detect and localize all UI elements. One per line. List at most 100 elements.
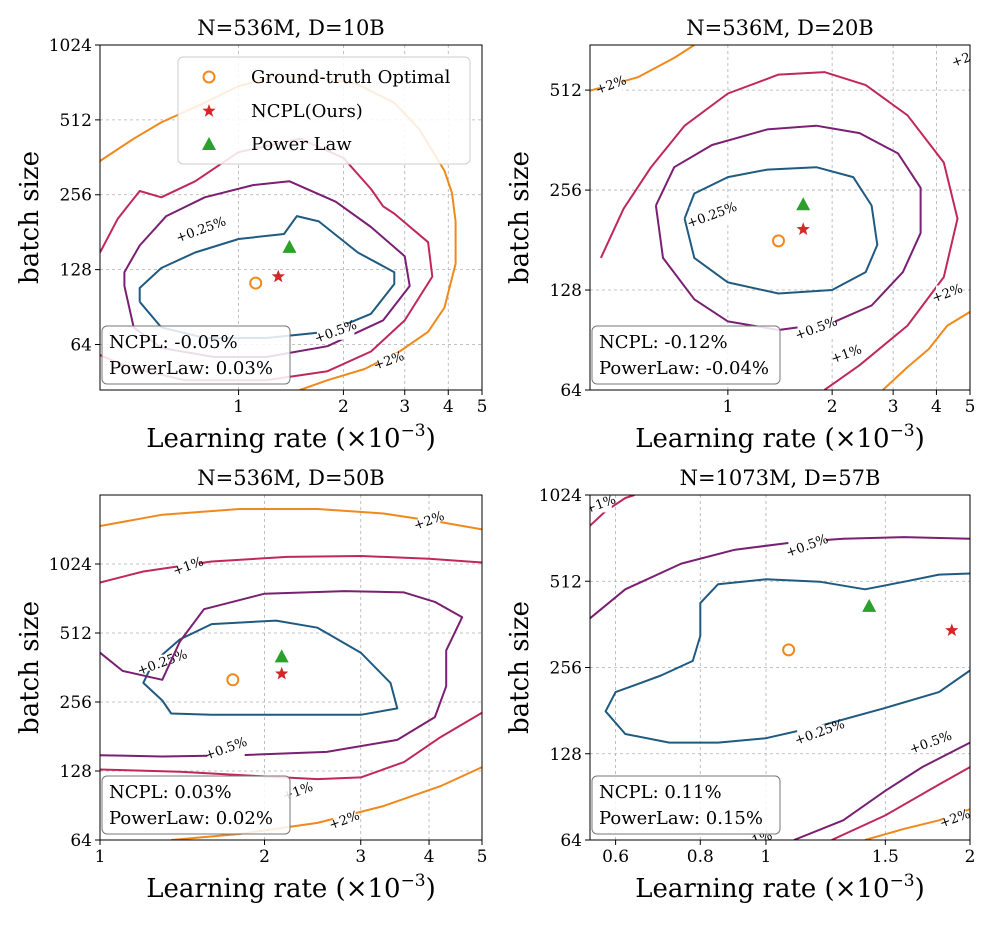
panel-4-xtick-label: 2 [965,847,976,867]
panel-2-contour-2-label-c: +2% [950,46,985,71]
panel-2-xtick-label: 3 [888,397,899,417]
panel-4-xlabel-main: Learning rate (×10 [635,874,889,904]
panel-3-ytick-label: 1024 [49,555,92,575]
panel-4-ytick-label: 64 [560,831,582,851]
panel-1-xlabel: Learning rate (×10−3) [146,421,436,454]
panel-3-ground-truth-marker [226,673,240,687]
panel-3-ytick-label: 64 [70,831,92,851]
panel-2-ytick-label: 512 [550,81,582,101]
panel-1-xtick-label: 1 [233,397,244,417]
panel-2-contour-2-b [882,311,970,390]
panel-1-contour-025-label: +0.25% [174,214,228,246]
panel-2-ylabel: batch size [505,151,535,284]
panel-2-contour-025-label: +0.25% [685,200,739,232]
panel-4-contour-025-label: +0.25% [793,717,847,749]
panel-4-powerlaw-marker [862,598,877,612]
panel-2-contour-2-label-b: +2% [594,73,629,98]
panel-1-title: N=536M, D=10B [197,16,385,40]
panel-2-contour-025-label-bg [689,207,735,224]
panel-4-contour-1-label-bg [590,496,612,513]
panel-1-ytick-label: 256 [60,186,92,206]
panel-3-contour-025-label-bg [139,654,185,671]
panel-1-xlabel-main: Learning rate (×10 [146,424,400,454]
panel-2-stats-powerlaw: PowerLaw: -0.04% [599,358,769,379]
panel-2-contour-05-label: +0.5% [793,314,839,343]
panel-2-xlabel-tail: ) [915,424,925,454]
panel-2-xtick-label: 5 [965,397,976,417]
panel-3-contour-1-label-bg [176,558,200,575]
panel-3-contour-2-label-bg [417,512,441,529]
panel-4-contour-025-label-bg [797,724,843,741]
panel-3-xtick-label: 2 [259,847,270,867]
panel-4-ytick-label: 128 [550,745,582,765]
panel-1-xtick-label: 4 [443,397,454,417]
panel-1-ncpl-marker [271,269,285,283]
panel-4-ncpl-marker [945,623,959,636]
panel-1: +0.25%+0.5%+2%1 2 3 4 5641282565121024N=536M… [15,16,487,454]
panel-4-xlabel-exp: −3 [890,871,915,891]
panel-3-contour-2-label-b-bg [333,812,356,829]
panel-3-ytick-label: 256 [60,693,92,713]
panel-2: +0.25% +0.5%+1% +2% +2% +2% 1 2 3 4 5 64 128 256 512 N… [505,16,985,454]
panel-4-ylabel: batch size [505,601,535,734]
panel-4-contour-1 [590,495,635,527]
panel-2-ground-truth-marker [771,234,785,248]
panel-1-ytick-label: 128 [60,261,92,281]
panel-3-contour-1 [100,555,482,584]
panel-4-ytick-label: 1024 [539,486,582,506]
panel-2-stats-box [591,325,781,385]
panel-1-xlabel-tail: ) [426,424,436,454]
panel-3-contour-05-label: +0.5% [203,735,249,764]
panel-4-contour-1-b [831,766,970,840]
panel-3-contour-05 [100,590,464,758]
panel-3-contour-2-label-b: +2% [327,808,362,833]
panel-4-contour-1-label: +1% [583,492,618,517]
panel-3-contour-2-label: +2% [412,509,447,534]
panel-4-contour-2-label: +2% [938,807,973,832]
panel-3-stats-powerlaw: PowerLaw: 0.02% [109,808,273,829]
panel-4-xlabel-tail: ) [915,874,925,904]
panel-3-xlabel-main: Learning rate (×10 [146,874,400,904]
panel-1-stats-powerlaw: PowerLaw: 0.03% [109,358,273,379]
panel-3-ytick-label: 512 [60,624,92,644]
panel-2-title: N=536M, D=20B [686,16,874,40]
panel-1-stats-ncpl: NCPL: -0.05% [109,332,238,353]
panel-1-ytick-label: 512 [60,111,92,131]
panel-1-xtick-label: 3 [399,397,410,417]
panel-4-contour-05 [590,536,970,620]
panel-2-contour-2-label-c-bg [955,49,970,66]
panel-3-contour-025-label: +0.25% [135,647,189,679]
panel-1-contour-025-label-bg [178,221,224,238]
panel-3-powerlaw-marker [274,649,289,663]
panel-2-contour-05-label-bg [797,320,836,337]
panel-1-xtick-label: 5 [477,397,488,417]
panel-2-contour-025 [683,166,879,295]
panel-3-xlabel-tail: ) [426,874,436,904]
panel-3-frame [99,494,483,841]
panel-4: +0.25%+0.5%+0.5%+1%+1%+2%0.6 0.8 1 1.5 26412… [505,466,975,904]
panel-4-ytick-label: 256 [550,659,582,679]
panel-1-ytick-label: 64 [70,335,92,355]
panel-4-stats-box [591,775,781,835]
panel-2-xlabel-exp: −3 [890,421,915,441]
panel-3-xtick-label: 4 [424,847,435,867]
panel-3-contour-1-label: +1% [171,554,206,579]
panel-4-xlabel: Learning rate (×10−3) [635,871,925,904]
panel-2-contour-2-label-b-bg [599,77,623,94]
legend-box [177,56,471,165]
panel-4-xtick-label: 0.6 [602,847,629,867]
panel-4-ytick-label: 512 [550,572,582,592]
panel-1-powerlaw-marker [282,239,297,253]
panel-2-ytick-label: 64 [560,381,582,401]
panel-4-contour-2-label-bg [943,810,967,827]
panel-4-xtick-label: 1.5 [872,847,899,867]
panel-4-contour-05-label: +0.5% [784,532,830,561]
panel-2-ytick-label: 128 [550,281,582,301]
panel-2-stats-ncpl: NCPL: -0.12% [599,332,728,353]
panel-4-stats-ncpl: NCPL: 0.11% [599,782,722,803]
panel-4-contour-05-label-b-bg [911,734,950,751]
panel-1-ytick-label: 1024 [49,36,92,56]
panel-2-xtick-label: 1 [722,397,733,417]
legend-ncpl-marker [202,104,216,117]
